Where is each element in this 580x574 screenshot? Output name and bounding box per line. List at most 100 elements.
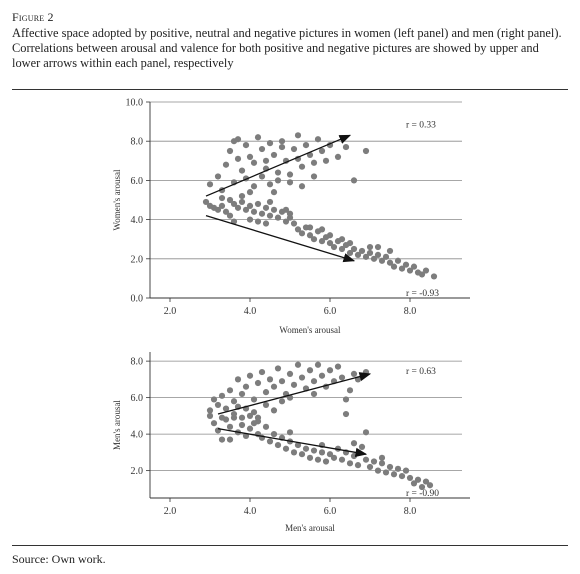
data-point [238,198,246,206]
y-tick-label: 6.0 [131,393,144,404]
data-point [318,226,326,233]
data-point [294,226,302,233]
data-point [250,396,258,403]
data-point [394,465,402,472]
data-point [246,153,254,160]
data-point [346,240,354,247]
correlation-label: r = 0.63 [406,367,436,377]
data-point [302,445,310,452]
data-point [318,238,326,245]
data-point [254,200,262,208]
data-point [250,183,258,190]
data-point [230,398,238,405]
data-point [266,198,274,206]
data-point [274,214,282,221]
data-point [226,196,234,204]
data-point [322,458,330,465]
data-point [422,478,430,485]
data-point [258,173,266,180]
data-point [246,372,254,379]
data-point [286,370,294,377]
data-point [238,414,246,421]
data-point [402,261,410,268]
correlation-label: r = 0.33 [406,120,436,130]
y-tick-label: 10.0 [126,98,144,109]
data-point [298,230,306,237]
data-point [306,367,314,374]
data-point [338,236,346,243]
data-point [274,177,282,184]
data-point [310,173,318,180]
data-point [278,378,286,385]
scatter-panel-2: 2.0 4.0 6.0 8.0 2.0 4.0 6.0 8.0 Men's arousal Men… [112,352,470,533]
data-point [390,263,398,270]
data-point [354,462,362,469]
data-point [270,151,278,159]
data-point [262,157,270,164]
data-point [210,396,218,403]
x-tick-label: 2.0 [164,506,177,517]
data-point [358,443,366,450]
data-point [286,171,294,178]
top-rule [12,89,568,90]
data-point [326,240,334,247]
data-point [310,159,318,166]
data-point [318,372,326,379]
data-point [390,471,398,478]
data-point [222,405,230,412]
data-point [254,134,262,141]
data-point [246,412,254,419]
data-point [250,409,258,416]
data-point [342,143,350,151]
data-point [286,179,294,186]
data-point [362,147,370,155]
data-point [310,390,318,398]
data-point [218,392,226,399]
data-point [226,212,234,219]
data-point [270,383,278,390]
data-point [394,257,402,264]
data-point [218,414,226,421]
data-point [298,163,306,170]
data-point [270,189,278,196]
data-point [290,220,298,227]
data-point [274,441,282,449]
data-point [298,374,306,381]
y-tick-label: 8.0 [131,137,144,148]
data-point [366,243,374,251]
data-point [406,267,414,274]
data-point [222,161,230,168]
data-point [406,474,414,482]
data-point [282,206,290,213]
data-point [366,249,374,257]
data-point [310,447,318,454]
data-point [346,387,354,394]
data-point [298,451,306,458]
data-point [322,157,330,164]
data-point [258,210,266,217]
data-point [234,376,242,383]
data-point [210,420,218,427]
data-point [270,206,278,213]
data-point [266,140,274,147]
data-point [362,253,370,260]
data-point [370,458,378,465]
data-point [242,206,250,213]
data-point [294,441,302,449]
positive-correlation-arrow [205,134,352,197]
data-point [302,142,310,149]
data-point [238,421,246,429]
data-point [370,255,378,262]
data-point [298,183,306,190]
data-point [378,460,386,467]
positive-correlation-arrow [217,372,372,415]
data-point [310,378,318,385]
data-point [250,159,258,166]
data-point [234,155,242,162]
data-point [362,456,370,463]
data-point [242,142,250,149]
data-point [258,145,266,153]
data-point [218,202,226,209]
negative-correlation-arrow [205,215,356,263]
